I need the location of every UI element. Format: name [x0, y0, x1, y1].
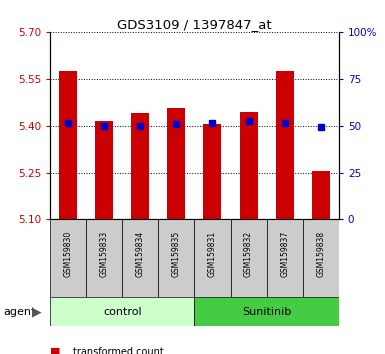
Bar: [194, 297, 339, 326]
Bar: [95, 121, 113, 219]
Bar: [131, 113, 149, 219]
Bar: [167, 108, 186, 219]
Bar: [122, 219, 158, 297]
Text: ▶: ▶: [32, 305, 42, 318]
Text: GSM159837: GSM159837: [280, 231, 289, 278]
Text: agent: agent: [4, 307, 36, 316]
Text: control: control: [103, 307, 142, 316]
Text: GSM159833: GSM159833: [100, 231, 109, 278]
Bar: [266, 219, 303, 297]
Text: GSM159830: GSM159830: [64, 231, 73, 278]
Bar: [50, 297, 194, 326]
Bar: [276, 71, 294, 219]
Bar: [158, 219, 194, 297]
Bar: [231, 219, 266, 297]
Text: GSM159831: GSM159831: [208, 231, 217, 277]
Text: transformed count: transformed count: [73, 347, 164, 354]
Bar: [312, 171, 330, 219]
Bar: [59, 71, 77, 219]
Title: GDS3109 / 1397847_at: GDS3109 / 1397847_at: [117, 18, 272, 31]
Bar: [303, 219, 339, 297]
Bar: [50, 219, 86, 297]
Text: ■: ■: [50, 347, 60, 354]
Bar: [194, 219, 231, 297]
Text: GSM159834: GSM159834: [136, 231, 145, 278]
Bar: [86, 219, 122, 297]
Text: GSM159832: GSM159832: [244, 231, 253, 277]
Text: Sunitinib: Sunitinib: [242, 307, 291, 316]
Bar: [239, 112, 258, 219]
Text: GSM159838: GSM159838: [316, 231, 325, 277]
Text: GSM159835: GSM159835: [172, 231, 181, 278]
Bar: [203, 124, 221, 219]
